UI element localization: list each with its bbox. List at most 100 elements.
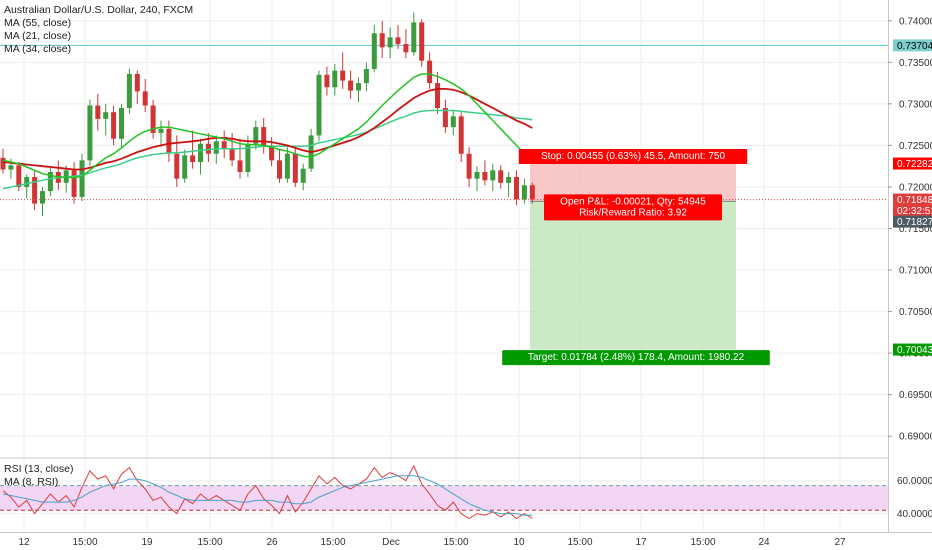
candle-body-57 [450, 116, 456, 128]
candle-body-44 [348, 80, 354, 91]
candle-body-47 [371, 33, 377, 69]
candle-body-41 [324, 74, 330, 88]
legend-ma34[interactable]: MA (34, close) [4, 43, 71, 55]
time-tick-9: 15:00 [567, 537, 592, 548]
price-tag-0: 0.73704 [897, 41, 932, 52]
candle-body-14 [111, 112, 117, 139]
candle-body-27 [213, 141, 219, 154]
candle-body-55 [435, 83, 440, 109]
ma34-line [2, 88, 533, 171]
price-tick-3: 0.72500 [899, 141, 932, 152]
target-label-line-0: Target: 0.01784 (2.48%) 178.4, Amount: 1… [528, 352, 745, 363]
pnl-label-line-0: Open P&L: -0.00021, Qty: 54945 [560, 196, 706, 207]
price-tick-1: 0.73500 [899, 58, 932, 69]
price-tick-6: 0.71000 [899, 266, 932, 277]
legend-rsi[interactable]: RSI (13, close) [4, 463, 73, 475]
candle-body-48 [379, 33, 385, 48]
price-tag-3: 02:32:51 [897, 206, 932, 217]
candle-body-6 [47, 171, 53, 192]
time-tick-6: Dec [382, 537, 400, 548]
time-tick-13: 27 [834, 537, 846, 548]
horizontal-grid [0, 20, 888, 437]
candle-body-29 [229, 149, 235, 161]
price-tag-5: 0.70043 [897, 345, 932, 356]
time-tick-8: 10 [513, 537, 525, 548]
legend-symbol[interactable]: Australian Dollar/U.S. Dollar, 240, FXCM [4, 4, 193, 16]
legend-ma55[interactable]: MA (55, close) [4, 17, 71, 29]
price-tag-bg-3 [893, 204, 932, 217]
candle-body-51 [403, 44, 409, 53]
candle-body-1 [8, 165, 14, 170]
candle-body-43 [340, 70, 346, 81]
position-labels: Stop: 0.00455 (0.63%) 45.5, Amount: 750 O… [502, 149, 770, 366]
candle-body-35 [277, 160, 282, 179]
candle-body-2 [16, 165, 22, 187]
candle-body-0 [0, 157, 6, 170]
candle-body-16 [126, 73, 132, 109]
candle-body-52 [411, 22, 417, 53]
legend-ma21[interactable]: MA (21, close) [4, 30, 71, 42]
rsi-axis-ticks: 60.0000 40.0000 [897, 476, 932, 520]
rsi-band [0, 485, 888, 511]
candle-body-50 [395, 37, 401, 45]
price-tag-bg-1 [893, 157, 932, 170]
time-tick-7: 15:00 [443, 537, 468, 548]
candle-body-67 [529, 185, 535, 200]
candle-body-12 [95, 105, 101, 119]
price-tick-7: 0.70500 [899, 307, 932, 318]
price-tag-bg-0 [893, 39, 932, 52]
candle-body-65 [514, 176, 519, 200]
price-tick-4: 0.72000 [899, 182, 932, 193]
ma21-line [2, 73, 533, 179]
time-tick-5: 15:00 [320, 537, 345, 548]
candle-body-61 [482, 171, 488, 181]
candle-body-31 [245, 143, 251, 172]
candle-body-19 [150, 105, 156, 133]
candle-body-24 [190, 155, 196, 163]
candle-body-33 [261, 127, 267, 146]
candle-body-40 [316, 74, 322, 136]
price-tick-9: 0.69500 [899, 390, 932, 401]
candle-body-25 [198, 143, 203, 163]
candle-body-3 [24, 176, 30, 187]
stop-label-line-0: Stop: 0.00455 (0.63%) 45.5, Amount: 750 [541, 151, 725, 162]
main-pane[interactable]: Stop: 0.00455 (0.63%) 45.5, Amount: 750 O… [0, 0, 888, 532]
rsi-band-fill [0, 485, 888, 511]
price-tick-0: 0.74000 [899, 16, 932, 27]
time-tick-3: 15:00 [197, 537, 222, 548]
candle-body-30 [237, 160, 243, 172]
rsi-lines [2, 464, 533, 520]
candle-body-11 [87, 105, 93, 161]
time-tick-4: 26 [266, 537, 278, 548]
legend: Australian Dollar/U.S. Dollar, 240, FXCM… [4, 4, 193, 55]
pnl-label-bg [544, 194, 722, 221]
candle-body-18 [142, 91, 148, 106]
candle-body-13 [103, 112, 109, 119]
rsi-pane[interactable]: RSI (13, close) MA (8, RSI) [0, 457, 888, 520]
target-zone [530, 201, 736, 350]
stop-label-bg [518, 149, 748, 165]
legend-rsi-ma[interactable]: MA (8, RSI) [4, 476, 58, 488]
time-tick-12: 24 [758, 537, 770, 548]
time-tick-2: 19 [141, 537, 153, 548]
rsi-tick-1: 40.0000 [897, 509, 932, 520]
candle-body-9 [71, 170, 77, 197]
candle-body-38 [300, 168, 306, 183]
price-tick-2: 0.73000 [899, 99, 932, 110]
candle-body-4 [32, 176, 38, 204]
price-tag-1: 0.72282 [897, 159, 932, 170]
time-axis[interactable]: 12 15:00 19 15:00 26 15:00 Dec 15:00 10 15:00 17 15… [0, 532, 932, 549]
time-tick-0: 12 [18, 537, 30, 548]
price-axis[interactable]: 0.74000 0.73500 0.73000 0.72500 0.72000 0.715… [888, 0, 932, 532]
candle-body-53 [419, 22, 425, 61]
time-axis-ticks: 12 15:00 19 15:00 26 15:00 Dec 15:00 10 15:00 17 15… [18, 537, 846, 548]
price-tag-bg-5 [893, 343, 932, 356]
short-position-tool[interactable] [530, 163, 736, 350]
price-tick-10: 0.69000 [899, 432, 932, 443]
candle-body-54 [427, 60, 433, 84]
price-tag-2: 0.71848 [897, 195, 932, 206]
rsi-ma-line [2, 475, 533, 516]
candle-body-62 [490, 170, 496, 181]
candle-body-59 [466, 153, 472, 179]
